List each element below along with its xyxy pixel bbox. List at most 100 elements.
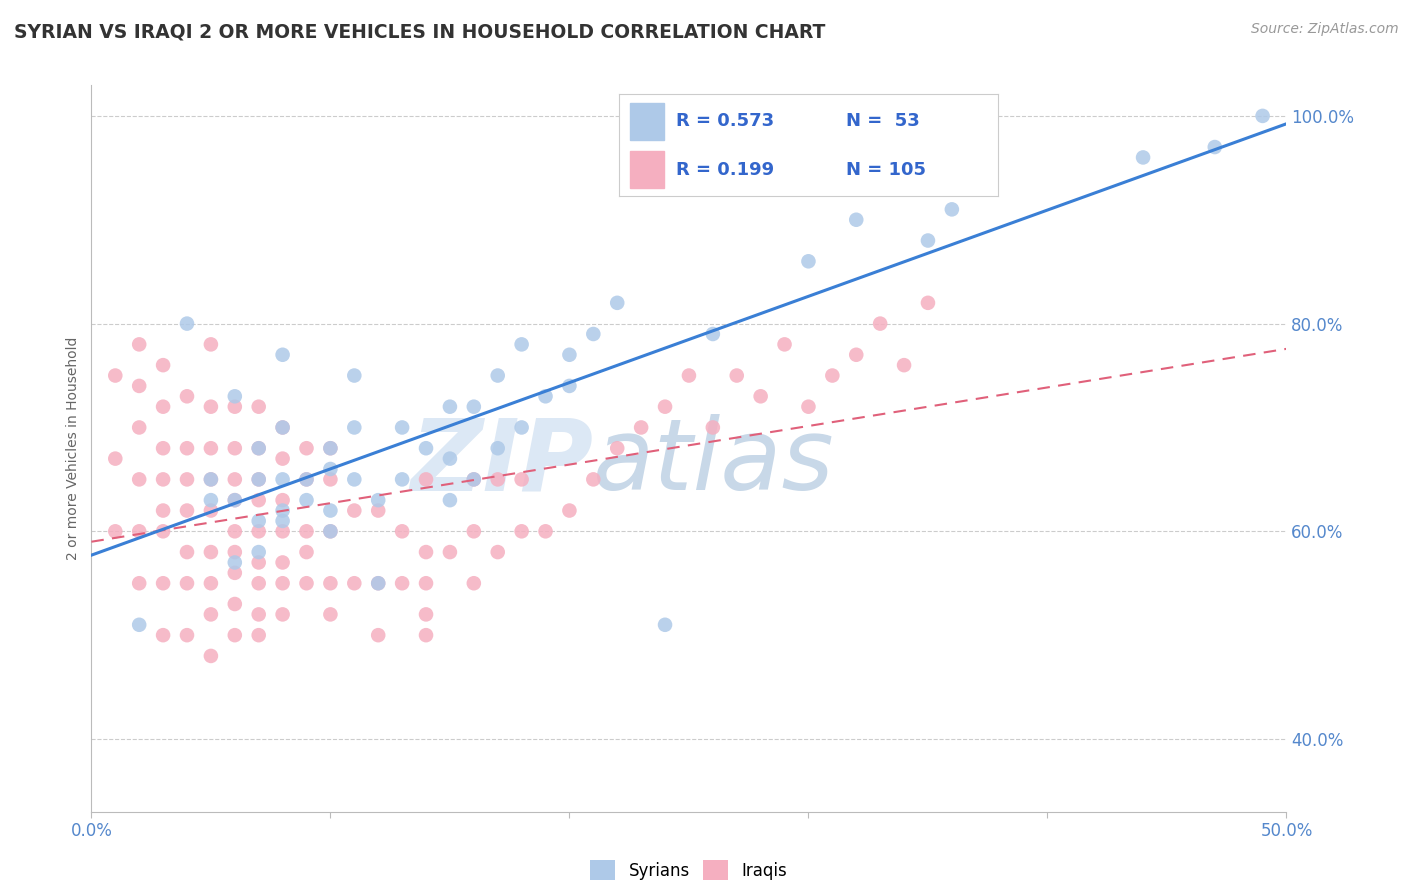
Point (224, 597, 246, 611)
Point (486, 441, 509, 455)
Point (152, 358, 174, 372)
Point (176, 389, 198, 403)
Point (271, 472, 294, 486)
Point (176, 472, 198, 486)
Point (128, 524, 150, 539)
Point (415, 545, 437, 559)
Point (486, 472, 509, 486)
Point (176, 628, 198, 642)
Point (510, 472, 533, 486)
Point (271, 420, 294, 434)
Point (415, 607, 437, 622)
Point (295, 472, 318, 486)
Point (391, 524, 413, 539)
Point (200, 607, 222, 622)
Point (678, 368, 700, 383)
Point (247, 524, 270, 539)
Point (415, 472, 437, 486)
Point (224, 400, 246, 414)
Point (463, 472, 485, 486)
Point (510, 337, 533, 351)
Point (319, 524, 342, 539)
Point (152, 576, 174, 591)
Point (271, 607, 294, 622)
Point (439, 545, 461, 559)
Point (152, 628, 174, 642)
Point (367, 493, 389, 508)
Point (917, 296, 939, 310)
Point (630, 420, 652, 434)
Point (200, 493, 222, 508)
Point (367, 503, 389, 517)
Point (224, 545, 246, 559)
Point (224, 556, 246, 570)
Point (176, 503, 198, 517)
Point (486, 368, 509, 383)
Point (247, 472, 270, 486)
Point (343, 503, 366, 517)
Legend: Syrians, Iraqis: Syrians, Iraqis (583, 854, 794, 887)
Point (463, 472, 485, 486)
Point (104, 524, 127, 539)
Point (463, 576, 485, 591)
Point (869, 317, 891, 331)
Point (367, 576, 389, 591)
Point (917, 234, 939, 248)
Y-axis label: 2 or more Vehicles in Household: 2 or more Vehicles in Household (66, 336, 80, 560)
Point (104, 451, 127, 466)
Point (343, 420, 366, 434)
Point (295, 493, 318, 508)
Point (200, 337, 222, 351)
Point (271, 576, 294, 591)
Point (845, 348, 868, 362)
Point (534, 389, 557, 403)
Point (224, 566, 246, 580)
Point (152, 441, 174, 455)
Point (319, 441, 342, 455)
Text: ZIP: ZIP (411, 414, 593, 511)
Point (247, 628, 270, 642)
Point (893, 358, 915, 372)
Point (1132, 151, 1154, 165)
Point (247, 400, 270, 414)
Text: SYRIAN VS IRAQI 2 OR MORE VEHICLES IN HOUSEHOLD CORRELATION CHART: SYRIAN VS IRAQI 2 OR MORE VEHICLES IN HO… (14, 22, 825, 41)
Point (319, 472, 342, 486)
Point (295, 472, 318, 486)
Point (200, 648, 222, 663)
Point (128, 379, 150, 393)
Point (797, 400, 820, 414)
Point (558, 379, 581, 393)
Point (343, 472, 366, 486)
Point (104, 368, 127, 383)
Point (224, 524, 246, 539)
Point (247, 556, 270, 570)
Point (271, 420, 294, 434)
Point (200, 472, 222, 486)
Point (224, 441, 246, 455)
Point (319, 607, 342, 622)
Point (1204, 140, 1226, 154)
Point (247, 472, 270, 486)
Point (271, 556, 294, 570)
Point (463, 400, 485, 414)
Point (319, 462, 342, 476)
Point (152, 400, 174, 414)
Point (176, 545, 198, 559)
Point (391, 472, 413, 486)
Text: N =  53: N = 53 (846, 112, 920, 130)
Point (128, 576, 150, 591)
Point (415, 441, 437, 455)
Point (941, 202, 963, 217)
Point (463, 524, 485, 539)
Point (128, 337, 150, 351)
Text: Source: ZipAtlas.com: Source: ZipAtlas.com (1251, 22, 1399, 37)
Point (319, 441, 342, 455)
Point (391, 420, 413, 434)
Point (510, 524, 533, 539)
Point (606, 296, 628, 310)
Point (271, 524, 294, 539)
Point (271, 514, 294, 528)
Point (821, 368, 844, 383)
Text: atlas: atlas (593, 414, 835, 511)
Point (176, 441, 198, 455)
